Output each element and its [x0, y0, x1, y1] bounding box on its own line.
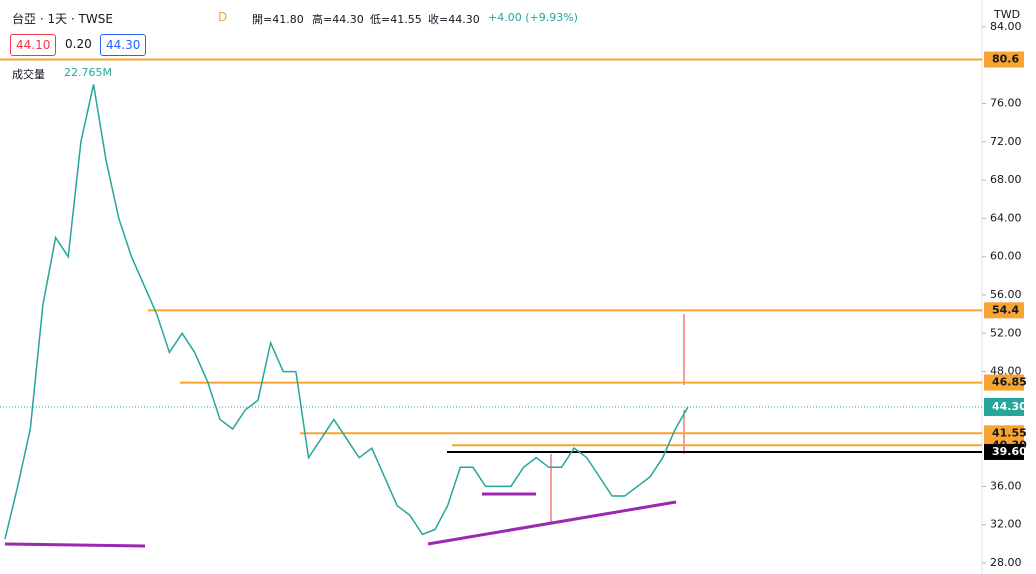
high: 高=44.30: [312, 13, 364, 26]
y-tick-label: 84.00: [990, 20, 1022, 33]
y-tick-label: 28.00: [990, 556, 1022, 569]
level-label: 39.60: [992, 445, 1027, 458]
price-line: [4, 84, 689, 540]
y-tick-label: 52.00: [990, 326, 1022, 339]
open: 開=41.80: [252, 13, 304, 26]
low: 低=41.55: [370, 13, 422, 26]
price-box: 44.30: [100, 34, 147, 56]
level-label: 54.4: [992, 303, 1019, 316]
symbol: 台亞 · 1天 · TWSE: [12, 12, 113, 26]
y-tick-label: 64.00: [990, 211, 1022, 224]
y-tick-label: 72.00: [990, 135, 1022, 148]
y-tick-label: 56.00: [990, 288, 1022, 301]
close: 收=44.30: [428, 13, 480, 26]
price-box: 44.10: [10, 34, 57, 56]
change: +4.00 (+9.93%): [488, 11, 578, 24]
trend-line: [427, 500, 677, 546]
y-tick-label: 48.00: [990, 365, 1022, 378]
y-tick-label: 76.00: [990, 97, 1022, 110]
badge: D: [218, 10, 228, 24]
price-box: 0.20: [65, 37, 92, 51]
trend-line: [4, 542, 146, 548]
volume: 22.765M: [64, 66, 112, 79]
level-tag: [984, 374, 1024, 391]
level-label: 80.6: [992, 53, 1019, 66]
last-label: 44.30: [992, 400, 1027, 413]
level-tag: [984, 51, 1024, 68]
last-tag: [984, 397, 1024, 416]
y-tick-label: 60.00: [990, 250, 1022, 263]
y-tick-label: 68.00: [990, 173, 1022, 186]
level-tag: [984, 302, 1024, 319]
currency[interactable]: TWD: [994, 8, 1021, 21]
y-tick-label: 36.00: [990, 479, 1022, 492]
level-tag: [984, 443, 1024, 460]
level-label: 46.85: [992, 376, 1027, 389]
volume-label: 成交量: [12, 68, 45, 81]
level-label: 41.55: [992, 426, 1027, 439]
y-tick-label: 32.00: [990, 518, 1022, 531]
